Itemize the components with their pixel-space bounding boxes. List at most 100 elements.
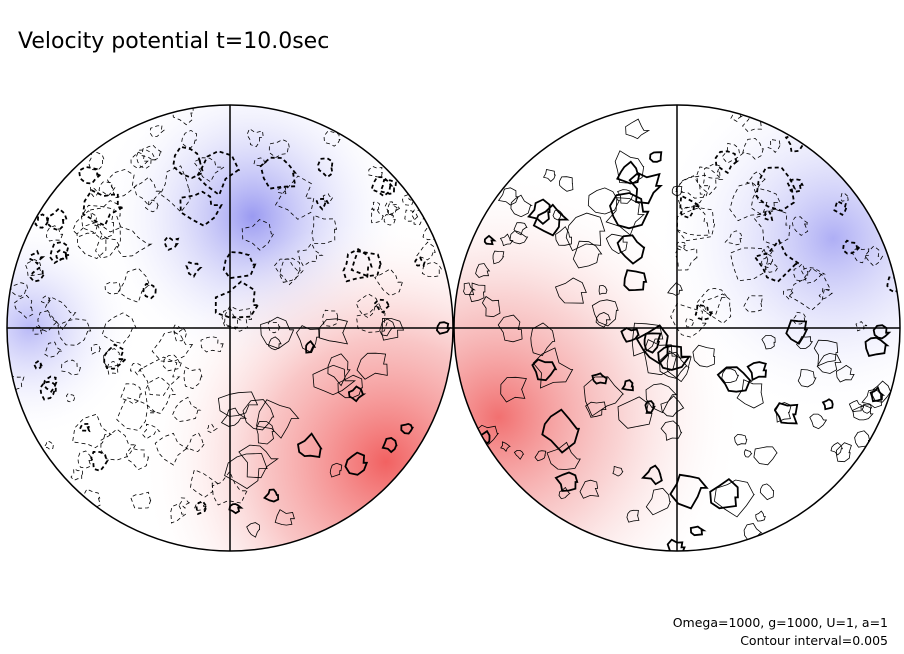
contour-line [755, 510, 766, 522]
contour-line [729, 247, 769, 282]
contour-line [224, 453, 268, 490]
contour-line [103, 343, 128, 370]
contour-line [713, 479, 755, 518]
contour-line [337, 374, 363, 399]
contour-line [864, 336, 890, 357]
contour-line [555, 226, 573, 246]
contour-line [267, 320, 281, 334]
contour-line [643, 339, 678, 376]
contour-line [842, 239, 862, 255]
contour-line [190, 469, 219, 498]
contour-line [605, 197, 645, 236]
contour-line [43, 440, 54, 451]
contour-line [625, 118, 651, 140]
contour-line [246, 128, 264, 148]
contour-line [78, 166, 103, 185]
contour-line [872, 324, 892, 340]
contour-line [400, 422, 415, 435]
contour-line [729, 182, 768, 222]
contour-line [185, 432, 205, 453]
contour-line [510, 194, 533, 218]
contour-line [481, 295, 501, 318]
contour-line [116, 397, 158, 431]
contour-line [88, 152, 105, 171]
contour-line [277, 185, 287, 195]
contour-line [816, 352, 842, 374]
contour-line [628, 172, 663, 205]
contour-line [383, 214, 396, 226]
contour-line [162, 354, 182, 372]
contour-line [813, 339, 839, 367]
contour-line [172, 145, 205, 179]
contour-line [500, 376, 527, 403]
contour-line [387, 203, 401, 216]
contour-line [674, 245, 698, 271]
contour-line [344, 451, 369, 476]
contour-line [554, 471, 579, 492]
contour-line [542, 169, 556, 182]
contour-line [342, 248, 373, 283]
contour-line [848, 399, 864, 413]
contour-line [721, 142, 745, 164]
contour-line [786, 178, 804, 193]
contour-line [773, 402, 799, 425]
contour-line [374, 268, 403, 297]
contour-line [32, 359, 43, 370]
contour-line [297, 242, 324, 267]
contour-line [709, 477, 739, 510]
contour-line [559, 176, 574, 192]
contour-line [221, 308, 242, 328]
contour-line [886, 275, 900, 294]
contour-line [274, 175, 315, 220]
contour-line [90, 200, 122, 233]
contour-line [554, 277, 587, 304]
contour-line [818, 287, 834, 300]
contour-line [809, 413, 828, 430]
contour-line [46, 207, 68, 232]
contour-line [753, 238, 803, 283]
contour-interval-note: Contour interval=0.005 [740, 633, 888, 648]
contour-line [649, 151, 663, 163]
contour-line [322, 193, 334, 203]
contour-line [760, 245, 775, 256]
contour-line [179, 190, 223, 227]
contour-line [312, 364, 356, 396]
contour-line [871, 380, 892, 403]
contour-line [579, 479, 600, 499]
contour-line [696, 166, 724, 195]
contour-line [621, 379, 634, 392]
contour-line [623, 269, 648, 292]
contour-line [763, 210, 774, 221]
contour-line [141, 423, 161, 440]
contour-line [527, 198, 551, 225]
contour-line [274, 509, 295, 526]
contour-line [609, 192, 650, 230]
contour-line [159, 165, 191, 213]
contour-line [139, 356, 181, 396]
contour-line [855, 321, 868, 332]
contour-line [558, 486, 571, 500]
contour-line [350, 250, 383, 278]
contour-line [797, 369, 817, 388]
contour-line [141, 144, 163, 161]
chart-title: Velocity potential t=10.0sec [18, 29, 329, 54]
contour-line [414, 256, 426, 267]
contour-line [789, 267, 832, 311]
contour-line [685, 317, 696, 328]
contour-line [241, 219, 275, 251]
contour-line [742, 137, 764, 160]
contour-line [692, 344, 716, 368]
contour-line [172, 396, 202, 423]
contour-line [100, 428, 137, 461]
contour-line [106, 360, 119, 375]
contour-line [743, 449, 753, 458]
contour-line [379, 318, 396, 337]
contour-line [90, 450, 110, 472]
contour-line [416, 241, 436, 261]
contour-line [851, 247, 870, 264]
contour-line [541, 408, 581, 454]
contour-line [347, 385, 367, 403]
contour-line [591, 299, 619, 327]
